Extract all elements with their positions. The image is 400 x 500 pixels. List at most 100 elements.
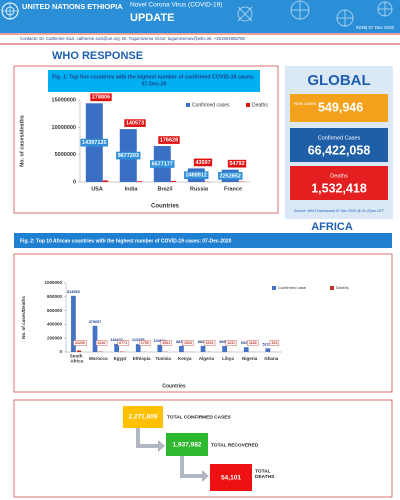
value-label-bg <box>225 340 237 346</box>
value-label-bg <box>90 93 112 102</box>
value-label-bg <box>182 340 194 346</box>
value-label: 140573 <box>126 121 144 127</box>
et-confirmed-value: 2,271,809 <box>129 414 158 421</box>
value-label: 9677203 <box>118 153 139 159</box>
x-tick-label: Ethiopia <box>133 356 151 361</box>
contacts: Contacts: Dr. Catherine Sozi, catherine.… <box>20 36 246 41</box>
legend-label: Confirmed cases <box>192 102 230 108</box>
figure-title-bg <box>48 70 260 92</box>
bar <box>222 346 227 352</box>
value-label: 69255 <box>241 341 252 345</box>
value-label: 6771 <box>119 341 127 345</box>
y-tick-label: 400000 <box>47 322 63 327</box>
legend-swatch <box>330 286 334 290</box>
figure-title: Fig. 1: Top five countries with the high… <box>52 75 256 88</box>
legend-label: Deaths <box>252 102 268 108</box>
x-tick-label: South Africa <box>70 354 84 364</box>
new-cases-label: New cases <box>294 101 317 106</box>
new-cases-box <box>290 94 388 122</box>
y-axis-label: No. of cases/Deaths <box>21 296 26 339</box>
legend-label: Deaths <box>336 285 349 290</box>
x-tick-label: Ghana <box>264 356 279 361</box>
value-label-bg <box>269 340 280 346</box>
et-deaths-label: TOTAL DEATHS <box>255 469 275 481</box>
y-tick-label: 0 <box>59 349 62 354</box>
x-tick-label: Nigeria <box>242 356 258 361</box>
y-tick-label: 0 <box>73 179 76 185</box>
value-label: 1755 <box>141 341 149 345</box>
value-label-bg <box>158 136 180 144</box>
africa-title: AFRICA <box>311 221 353 233</box>
value-label: 1526 <box>184 341 192 345</box>
deaths-value: 1,532,418 <box>311 181 367 195</box>
value-label: 2488912 <box>186 173 207 179</box>
legend-swatch <box>246 103 250 107</box>
value-label: 113295 <box>132 338 144 342</box>
bar <box>265 348 271 352</box>
y-tick-label: 800000 <box>47 294 63 299</box>
bar <box>170 181 177 182</box>
flow-arrows <box>136 428 209 482</box>
value-label: 379657 <box>89 320 102 324</box>
x-tick-label: Russia <box>190 186 209 192</box>
value-label: 278806 <box>92 95 110 101</box>
bar <box>157 344 163 352</box>
bar <box>200 345 206 352</box>
bar <box>102 180 109 182</box>
x-tick-label: Brazil <box>158 186 173 192</box>
x-tick-label: France <box>224 186 242 192</box>
header-subtitle: Novel Corona Virus (COVID-19) <box>130 2 222 9</box>
value-label: 88380 <box>176 340 187 344</box>
bar <box>114 343 119 352</box>
x-tick-label: Tunisia <box>155 356 171 361</box>
value-label: 104002 <box>153 339 166 343</box>
y-axis-label: No. of cases/deaths <box>19 115 25 167</box>
value-label-bg <box>73 340 87 346</box>
value-label-bg <box>80 138 109 147</box>
y-tick-label: 200000 <box>47 335 63 340</box>
et-recovered-label: TOTAL RECOVERED <box>211 442 259 448</box>
bar <box>92 325 98 352</box>
value-label: 88252 <box>198 340 209 344</box>
y-tick-label: 1000000 <box>44 280 62 285</box>
x-tick-label: Libya <box>222 356 234 361</box>
value-label-bg <box>124 119 146 127</box>
figure-title: Fig. 2: Top 10 African countries with th… <box>20 238 232 244</box>
value-label: 6577177 <box>152 161 173 167</box>
et-deaths-value: 54,101 <box>221 475 241 482</box>
x-tick-label: Kenya <box>178 356 192 361</box>
y-tick-label: 600000 <box>47 308 63 313</box>
legend-swatch <box>272 286 276 290</box>
value-label: 2516 <box>206 341 214 345</box>
value-label: 1180 <box>249 341 257 345</box>
y-tick-label: 10000000 <box>52 125 76 131</box>
et-confirmed-label: TOTAL CONFIRMED CASES <box>167 414 231 420</box>
value-label: 43597 <box>195 160 210 166</box>
value-label-bg <box>150 160 175 168</box>
value-label-bg <box>184 171 209 180</box>
recovered-box <box>166 433 208 456</box>
value-label-bg <box>247 340 259 346</box>
value-label: 86580 <box>219 340 230 344</box>
confirmed-box <box>123 406 163 428</box>
value-label-bg <box>227 159 247 168</box>
value-label: 814565 <box>67 290 80 294</box>
value-label-bg <box>95 340 108 346</box>
header-decoration <box>237 0 393 27</box>
value-label: 22206 <box>75 341 85 345</box>
legend-swatch <box>186 103 190 107</box>
bar <box>179 345 184 352</box>
figure-title-bg <box>14 233 392 248</box>
x-axis-label: Countries <box>162 383 186 389</box>
deaths-box <box>210 464 252 491</box>
x-axis-label: Countries <box>151 204 180 210</box>
section-title: WHO RESPONSE <box>52 50 143 62</box>
value-label: 54792 <box>229 161 244 167</box>
y-tick-label: 5000000 <box>55 152 76 158</box>
x-tick-label: USA <box>91 186 103 192</box>
value-label: 1231 <box>227 341 235 345</box>
value-label: 118432 <box>110 338 122 342</box>
header-band <box>0 0 400 33</box>
confirmed-label: Confirmed Cases <box>318 135 361 141</box>
